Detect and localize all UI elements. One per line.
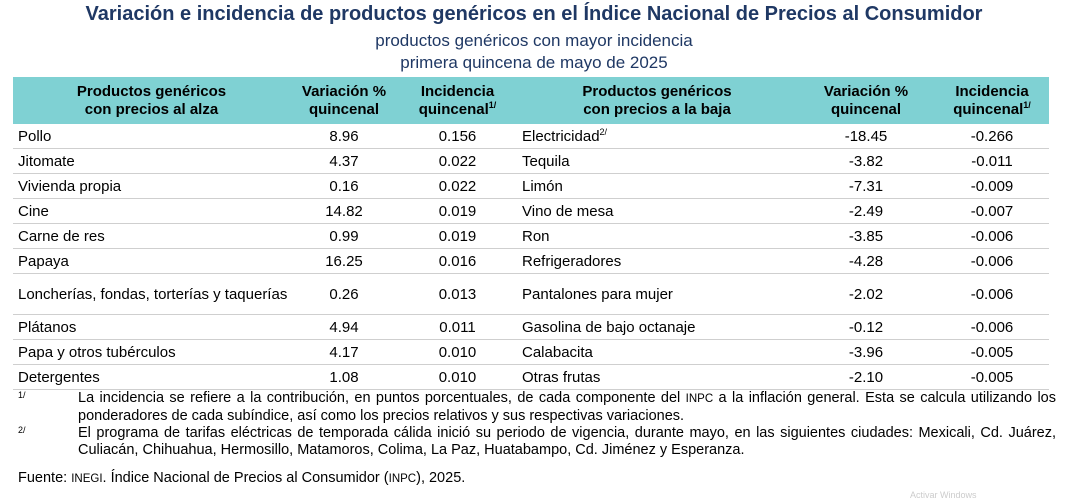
incidence-up-cell: 0.011	[398, 314, 517, 340]
incidence-up-cell: 0.010	[398, 339, 517, 365]
footnote-1: 1/ La incidencia se refiere a la contrib…	[18, 390, 1056, 425]
product-down-cell: Limón	[517, 173, 797, 199]
product-up-cell: Carne de res	[13, 223, 290, 249]
header-variation-up: Variación % quincenal	[290, 77, 398, 124]
incidence-up-cell: 0.022	[398, 148, 517, 174]
subtitle-2: primera quincena de mayo de 2025	[400, 53, 668, 72]
variation-up-cell: 1.08	[290, 364, 398, 390]
product-down-cell: Otras frutas	[517, 364, 797, 390]
variation-down-cell: -3.96	[797, 339, 935, 365]
incidence-down-cell: -0.006	[935, 248, 1049, 274]
table-row: Papa y otros tubérculos 4.17 0.010 Calab…	[13, 339, 1049, 365]
product-down-cell: Vino de mesa	[517, 198, 797, 224]
product-down-cell: Calabacita	[517, 339, 797, 365]
product-down-cell: Pantalones para mujer	[517, 273, 797, 315]
incidence-up-cell: 0.013	[398, 273, 517, 315]
table-row: Vivienda propia 0.16 0.022 Limón -7.31 -…	[13, 173, 1049, 199]
variation-up-cell: 8.96	[290, 124, 398, 149]
incidence-down-cell: -0.011	[935, 148, 1049, 174]
variation-down-cell: -2.02	[797, 273, 935, 315]
inpc-table: Productos genéricos con precios al alza V…	[13, 77, 1049, 390]
variation-up-cell: 0.16	[290, 173, 398, 199]
incidence-up-cell: 0.010	[398, 364, 517, 390]
header-incidence-down: Incidencia quincenal1/	[935, 77, 1049, 124]
product-up-cell: Vivienda propia	[13, 173, 290, 199]
product-up-cell: Loncherías, fondas, torterías y taquería…	[13, 273, 290, 315]
product-down-cell: Gasolina de bajo octanaje	[517, 314, 797, 340]
product-up-cell: Plátanos	[13, 314, 290, 340]
header-variation-down: Variación % quincenal	[797, 77, 935, 124]
incidence-up-cell: 0.022	[398, 173, 517, 199]
variation-down-cell: -18.45	[797, 124, 935, 149]
incidence-down-cell: -0.006	[935, 223, 1049, 249]
variation-down-cell: -3.82	[797, 148, 935, 174]
table-row: Cine 14.82 0.019 Vino de mesa -2.49 -0.0…	[13, 198, 1049, 224]
product-down-cell: Ron	[517, 223, 797, 249]
product-up-cell: Papaya	[13, 248, 290, 274]
subtitle-1: productos genéricos con mayor incidencia	[375, 31, 693, 50]
variation-up-cell: 0.99	[290, 223, 398, 249]
table-row: Detergentes 1.08 0.010 Otras frutas -2.1…	[13, 364, 1049, 390]
variation-down-cell: -3.85	[797, 223, 935, 249]
header-incidence-up: Incidencia quincenal1/	[398, 77, 517, 124]
incidence-up-cell: 0.156	[398, 124, 517, 149]
footnote-2: 2/ El programa de tarifas eléctricas de …	[18, 425, 1056, 459]
incidence-up-cell: 0.019	[398, 198, 517, 224]
variation-down-cell: -2.49	[797, 198, 935, 224]
header-products-down: Productos genéricos con precios a la baja	[517, 77, 797, 124]
variation-up-cell: 4.17	[290, 339, 398, 365]
incidence-down-cell: -0.005	[935, 364, 1049, 390]
variation-up-cell: 4.94	[290, 314, 398, 340]
variation-down-cell: -2.10	[797, 364, 935, 390]
table-row: Pollo 8.96 0.156 Electricidad2/ -18.45 -…	[13, 124, 1049, 149]
table-row: Carne de res 0.99 0.019 Ron -3.85 -0.006	[13, 223, 1049, 249]
incidence-down-cell: -0.009	[935, 173, 1049, 199]
product-up-cell: Detergentes	[13, 364, 290, 390]
table-row: Papaya 16.25 0.016 Refrigeradores -4.28 …	[13, 248, 1049, 274]
product-down-cell: Refrigeradores	[517, 248, 797, 274]
incidence-down-cell: -0.006	[935, 314, 1049, 340]
variation-down-cell: -4.28	[797, 248, 935, 274]
product-up-cell: Cine	[13, 198, 290, 224]
variation-up-cell: 0.26	[290, 273, 398, 315]
variation-down-cell: -0.12	[797, 314, 935, 340]
source-note: Fuente: INEGI. Índice Nacional de Precio…	[18, 470, 466, 486]
header-products-up: Productos genéricos con precios al alza	[13, 77, 290, 124]
product-down-cell: Tequila	[517, 148, 797, 174]
windows-activation-watermark: Activar Windows	[910, 490, 977, 500]
incidence-down-cell: -0.266	[935, 124, 1049, 149]
incidence-down-cell: -0.007	[935, 198, 1049, 224]
footnote-2-mark: 2/	[18, 425, 26, 435]
footnotes: 1/ La incidencia se refiere a la contrib…	[18, 390, 1056, 459]
page-title: Variación e incidencia de productos gené…	[85, 3, 983, 25]
table-header-row: Productos genéricos con precios al alza V…	[13, 77, 1049, 124]
incidence-up-cell: 0.019	[398, 223, 517, 249]
footnote-1-mark: 1/	[18, 390, 26, 400]
table-row: Plátanos 4.94 0.011 Gasolina de bajo oct…	[13, 314, 1049, 340]
variation-down-cell: -7.31	[797, 173, 935, 199]
variation-up-cell: 16.25	[290, 248, 398, 274]
table-row: Jitomate 4.37 0.022 Tequila -3.82 -0.011	[13, 148, 1049, 174]
product-up-cell: Jitomate	[13, 148, 290, 174]
product-down-cell: Electricidad2/	[517, 124, 797, 149]
incidence-up-cell: 0.016	[398, 248, 517, 274]
incidence-down-cell: -0.005	[935, 339, 1049, 365]
product-up-cell: Pollo	[13, 124, 290, 149]
variation-up-cell: 14.82	[290, 198, 398, 224]
product-up-cell: Papa y otros tubérculos	[13, 339, 290, 365]
variation-up-cell: 4.37	[290, 148, 398, 174]
table-row: Loncherías, fondas, torterías y taquería…	[13, 273, 1049, 315]
incidence-down-cell: -0.006	[935, 273, 1049, 315]
